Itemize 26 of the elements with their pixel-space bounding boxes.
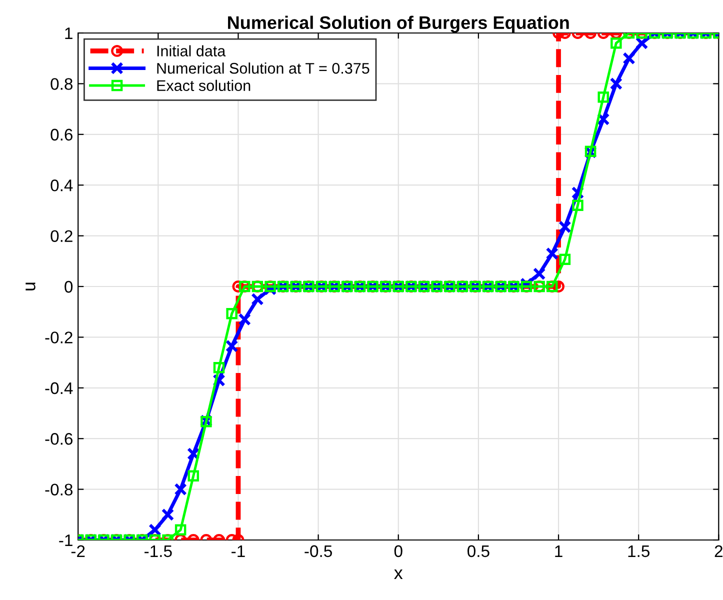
x-tick-label: 0.5 [468, 545, 490, 558]
legend-label: Exact solution [157, 80, 250, 92]
legend-label: Numerical Solution at T = 0.375 [157, 62, 370, 74]
y-tick-label: 0.6 [50, 128, 72, 141]
x-tick-label: 1 [555, 545, 562, 557]
legend-label: Initial data [157, 45, 226, 56]
y-tick-label: -0.6 [45, 433, 72, 445]
y-axis-title: u [26, 282, 36, 290]
x-tick-label: -2 [71, 545, 85, 557]
x-axis-title: x [394, 570, 403, 580]
x-tick-label: 1.5 [628, 545, 650, 558]
y-tick-label: -1 [59, 534, 72, 546]
x-tick-label: 2 [714, 545, 722, 557]
y-tick-label: 0.4 [50, 180, 73, 192]
y-tick-label: 0 [64, 280, 73, 293]
x-tick-label: -0.5 [304, 545, 332, 558]
y-tick-label: -0.8 [45, 484, 72, 496]
x-tick-label: -1.5 [144, 545, 172, 558]
chart-title: Numerical Solution of Burgers Equation [228, 16, 569, 33]
y-tick-label: 1 [65, 28, 72, 40]
y-tick-label: 0.2 [50, 230, 72, 242]
y-tick-label: -0.2 [45, 332, 72, 344]
x-tick-label: -1 [232, 545, 245, 557]
y-tick-label: 0.8 [50, 78, 72, 90]
x-tick-label: 0 [394, 545, 402, 558]
y-tick-label: -0.4 [45, 382, 73, 394]
